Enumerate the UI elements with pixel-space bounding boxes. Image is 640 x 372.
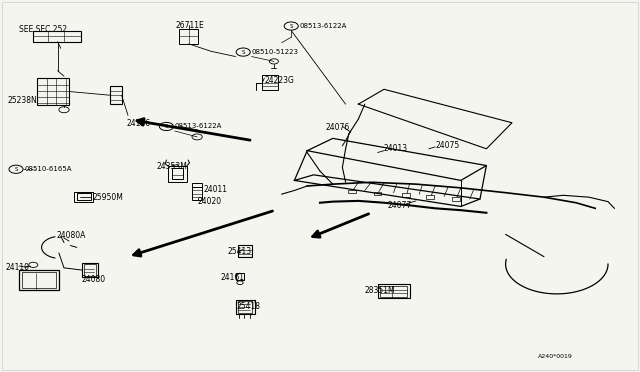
Text: S: S xyxy=(289,23,293,29)
Text: 08513-6122A: 08513-6122A xyxy=(300,23,347,29)
Text: S: S xyxy=(241,49,245,55)
Bar xyxy=(110,86,122,104)
Bar xyxy=(22,272,56,288)
Bar xyxy=(192,187,202,200)
Text: A240*0019: A240*0019 xyxy=(538,354,572,359)
Bar xyxy=(168,166,187,182)
Text: S: S xyxy=(14,167,18,172)
Text: 25950M: 25950M xyxy=(93,193,124,202)
Text: SEE SEC.252: SEE SEC.252 xyxy=(19,25,67,34)
Bar xyxy=(348,190,356,193)
Text: 24020: 24020 xyxy=(197,197,221,206)
Text: 25238N: 25238N xyxy=(8,96,37,105)
Bar xyxy=(33,31,81,42)
Bar xyxy=(172,168,183,179)
Bar xyxy=(238,245,252,257)
Bar xyxy=(378,284,410,298)
Bar xyxy=(84,264,96,276)
Bar xyxy=(452,197,460,201)
Bar xyxy=(402,193,410,197)
Bar xyxy=(19,270,59,290)
Text: 24077: 24077 xyxy=(387,201,412,210)
Text: 24136: 24136 xyxy=(127,119,151,128)
Text: 08510-51223: 08510-51223 xyxy=(252,49,298,55)
Text: 08513-6122A: 08513-6122A xyxy=(175,124,222,129)
Text: 24110: 24110 xyxy=(5,263,29,272)
Bar xyxy=(74,192,93,202)
Bar xyxy=(236,300,255,314)
Bar xyxy=(37,78,69,105)
Text: 24075: 24075 xyxy=(435,141,460,150)
Bar xyxy=(380,286,407,297)
Text: 24353M: 24353M xyxy=(157,162,188,171)
Text: 24013: 24013 xyxy=(384,144,408,153)
Text: 25418: 25418 xyxy=(237,302,261,311)
Text: 24076: 24076 xyxy=(325,123,349,132)
Text: 24223G: 24223G xyxy=(264,76,294,85)
Text: 24161: 24161 xyxy=(221,273,244,282)
Text: 24011: 24011 xyxy=(204,185,228,194)
Bar xyxy=(77,193,91,200)
Bar xyxy=(374,192,381,195)
Text: 28351M: 28351M xyxy=(365,286,396,295)
Bar xyxy=(179,29,198,44)
Bar xyxy=(238,301,252,313)
Text: 25413: 25413 xyxy=(227,247,252,256)
Bar xyxy=(192,183,202,187)
Text: 26711E: 26711E xyxy=(175,21,204,30)
Bar xyxy=(262,75,278,90)
Text: 08510-6165A: 08510-6165A xyxy=(24,166,72,172)
Text: 24080: 24080 xyxy=(82,275,106,284)
Text: 24080A: 24080A xyxy=(56,231,86,240)
Bar xyxy=(236,273,244,280)
Text: S: S xyxy=(164,124,168,129)
Bar xyxy=(82,263,98,277)
Bar xyxy=(426,195,434,199)
